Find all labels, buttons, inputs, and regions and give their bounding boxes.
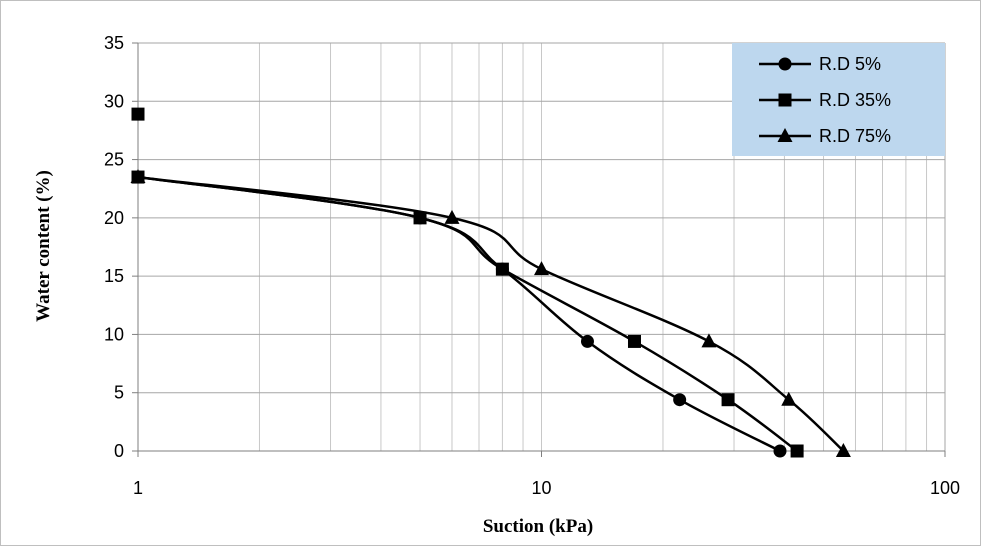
tick-labels: 0 5 10 15 20 25 30 35 1 10 100: [104, 33, 960, 498]
series-2: [131, 170, 804, 458]
legend-label: R.D 75%: [819, 126, 891, 146]
y-tick-label: 5: [114, 383, 124, 403]
data-point: [534, 261, 549, 276]
data-point: [773, 444, 787, 458]
legend-label: R.D 35%: [819, 90, 891, 110]
data-point: [790, 444, 804, 458]
data-point: [701, 333, 717, 348]
data-point: [495, 262, 509, 276]
series-line: [137, 175, 845, 452]
data-point: [444, 209, 460, 224]
series-3: [130, 169, 851, 457]
legend-item: R.D 5%: [759, 54, 881, 74]
data-point: [835, 443, 851, 457]
y-tick-label: 0: [114, 441, 124, 461]
y-tick-label: 10: [104, 324, 124, 344]
x-axis-title: Suction (kPa): [483, 516, 593, 537]
data-point: [673, 393, 687, 407]
legend-item: R.D 35%: [759, 90, 891, 110]
data-point: [580, 334, 594, 348]
data-point: [721, 393, 735, 407]
legend: R.D 5% R.D 35% R.D 75%: [732, 43, 945, 156]
x-tick-label: 10: [531, 478, 551, 498]
legend-item: R.D 75%: [759, 126, 891, 146]
series-layer: [130, 107, 851, 458]
x-tick-label: 100: [930, 478, 960, 498]
legend-marker: [778, 57, 792, 71]
data-point: [413, 211, 427, 225]
y-tick-label: 30: [104, 91, 124, 111]
data-point: [781, 391, 797, 406]
y-tick-label: 20: [104, 208, 124, 228]
data-point: [627, 334, 641, 348]
y-tick-label: 35: [104, 33, 124, 53]
data-point: [131, 107, 145, 121]
x-tick-label: 1: [133, 478, 143, 498]
data-point: [130, 169, 146, 184]
series-1: [131, 170, 787, 458]
y-tick-label: 25: [104, 150, 124, 170]
legend-marker: [777, 128, 793, 142]
y-tick-label: 15: [104, 266, 124, 286]
legend-label: R.D 5%: [819, 54, 881, 74]
y-axis-title: Water content (%): [33, 170, 54, 322]
legend-marker: [778, 93, 792, 107]
